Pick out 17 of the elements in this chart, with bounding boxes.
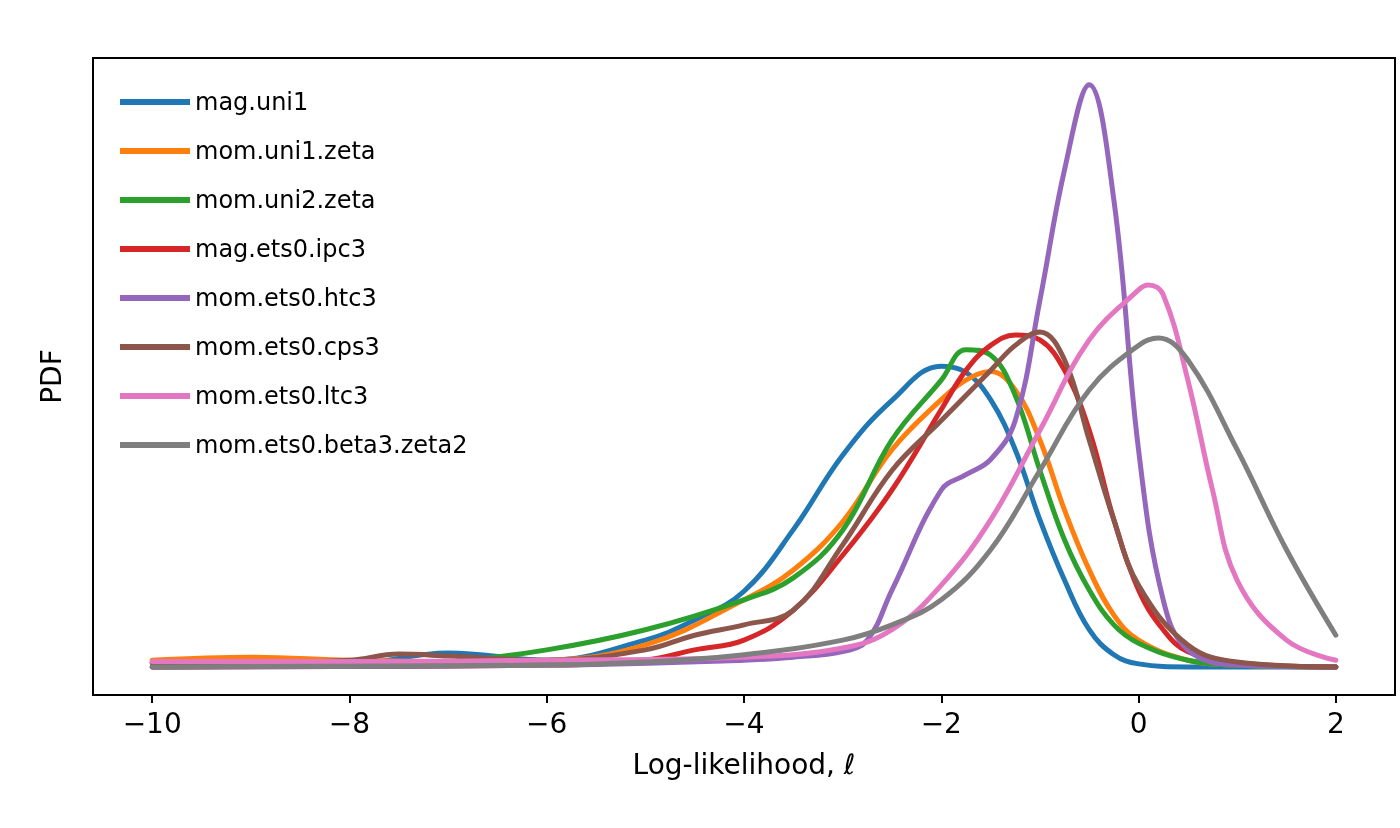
legend-label: mag.uni1 [195, 88, 309, 116]
legend-label: mom.ets0.cps3 [195, 333, 380, 361]
x-tick-label: −8 [328, 706, 371, 740]
x-tick-label: −2 [920, 706, 962, 740]
legend-label: mom.uni1.zeta [195, 137, 376, 165]
y-axis-title: PDF [34, 349, 68, 404]
legend-label: mom.ets0.ltc3 [195, 382, 369, 410]
x-tick-label: 2 [1326, 706, 1345, 740]
legend-label: mom.uni2.zeta [195, 186, 376, 214]
legend-label: mom.ets0.beta3.zeta2 [195, 431, 468, 459]
legend-label: mag.ets0.ipc3 [195, 235, 366, 263]
x-tick-label: 0 [1129, 706, 1148, 740]
x-tick-label: −10 [122, 706, 182, 740]
x-axis-title: Log-likelihood, ℓ [632, 747, 856, 781]
legend-label: mom.ets0.htc3 [195, 284, 377, 312]
x-tick-label: −4 [723, 706, 765, 740]
x-tick-label: −6 [526, 706, 568, 740]
